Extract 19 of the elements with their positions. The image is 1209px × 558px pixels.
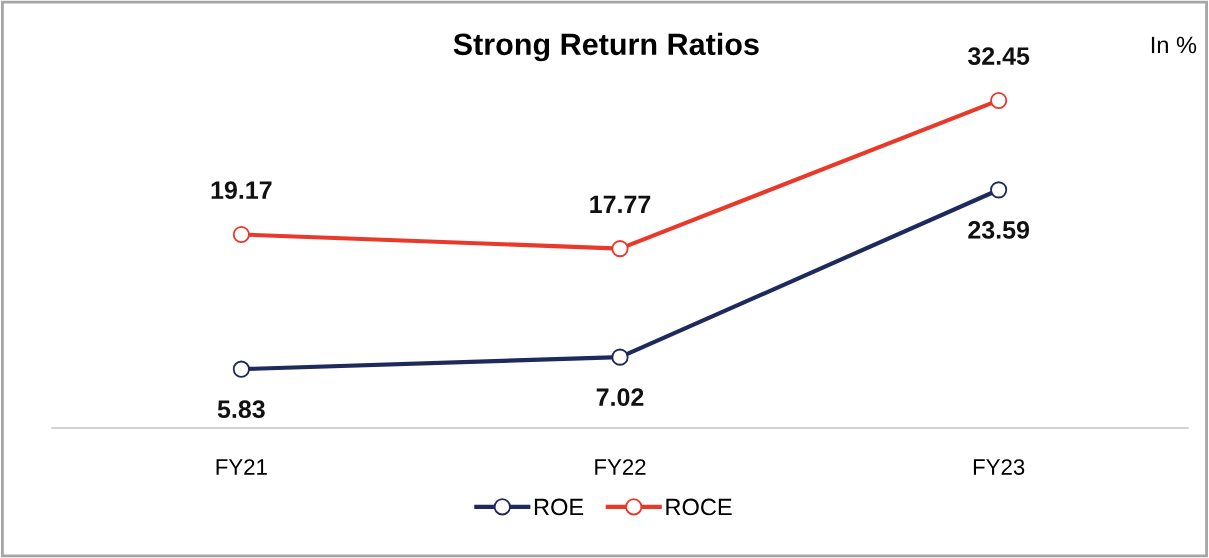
point (232, 360, 250, 378)
data-label: 7.02 (596, 388, 644, 407)
legend-label: ROE (534, 498, 584, 516)
point (232, 225, 250, 244)
data-label: 5.83 (217, 400, 265, 419)
point (990, 91, 1008, 109)
x-tick-label: FY22 (595, 459, 646, 475)
point (990, 181, 1008, 199)
x-tick-label: FY21 (216, 459, 267, 475)
x-tick-label: FY23 (973, 459, 1025, 475)
point (611, 240, 629, 258)
data-label: 32.45 (967, 47, 1030, 65)
text: In % (1151, 36, 1197, 54)
point (611, 348, 629, 366)
legend-label: ROCE (666, 498, 732, 516)
data-label: 17.77 (590, 195, 651, 213)
data-label: 19.17 (211, 181, 272, 199)
chart-title: Strong Return Ratios (453, 32, 759, 62)
data-label: 23.59 (968, 221, 1030, 239)
